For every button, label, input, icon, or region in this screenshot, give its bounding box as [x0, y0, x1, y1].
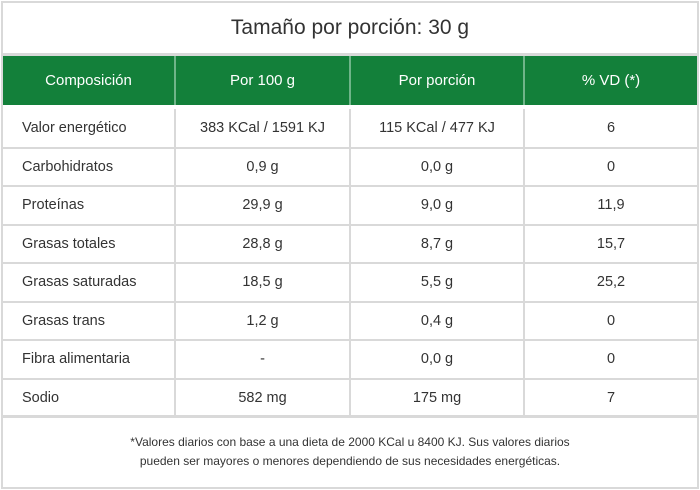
per-100g-value: -: [175, 340, 351, 380]
nutrient-name: Grasas totales: [3, 224, 176, 264]
table-row: Grasas trans 1,2 g 0,4 g 0: [3, 301, 697, 341]
header-daily-value: % VD (*): [581, 72, 641, 89]
nutrient-name: Carbohidratos: [3, 147, 176, 187]
nutrition-table: Composición Por 100 g Por porción % VD (…: [3, 56, 697, 418]
per-serving-value: 5,5 g: [350, 263, 525, 303]
table-row: Grasas totales 28,8 g 8,7 g 15,7: [3, 224, 697, 264]
header-composition: Composición: [3, 56, 176, 105]
daily-value-percent: 25,2: [524, 263, 697, 303]
table-row: Proteínas 29,9 g 9,0 g 11,9: [3, 186, 697, 226]
per-100g-value: 18,5 g: [175, 263, 351, 303]
table-row: Grasas saturadas 18,5 g 5,5 g 25,2: [3, 263, 697, 303]
footnote-line: pueden ser mayores o menores dependiendo…: [139, 454, 561, 468]
daily-value-percent: 0: [524, 340, 697, 380]
per-serving-value: 8,7 g: [350, 224, 525, 264]
daily-value-percent: 11,9: [524, 186, 697, 226]
table-row: Valor energético 383 KCal / 1591 KJ 115 …: [3, 109, 697, 149]
per-serving-value: 0,0 g: [350, 340, 525, 380]
nutrient-name: Grasas saturadas: [3, 263, 176, 303]
daily-values-footnote: *Valores diarios con base a una dieta de…: [3, 415, 697, 487]
per-serving-value: 115 KCal / 477 KJ: [350, 109, 525, 149]
daily-value-percent: 15,7: [524, 224, 697, 264]
per-serving-value: 175 mg: [350, 378, 525, 418]
per-100g-value: 28,8 g: [175, 224, 351, 264]
table-header-row: Composición Por 100 g Por porción % VD (…: [3, 56, 697, 105]
per-100g-value: 383 KCal / 1591 KJ: [175, 109, 351, 149]
header-per-100g: Por 100 g: [175, 56, 351, 105]
per-100g-value: 1,2 g: [175, 301, 351, 341]
header-per-serving: Por porción: [350, 56, 525, 105]
nutrient-name: Proteínas: [3, 186, 176, 226]
table-row: Sodio 582 mg 175 mg 7: [3, 378, 697, 418]
table-row: Carbohidratos 0,9 g 0,0 g 0: [3, 147, 697, 187]
serving-size-title: Tamaño por porción: 30 g: [3, 3, 697, 56]
table-row: Fibra alimentaria - 0,0 g 0: [3, 340, 697, 380]
per-100g-value: 29,9 g: [175, 186, 351, 226]
nutrient-name: Grasas trans: [3, 301, 176, 341]
daily-value-percent: 0: [524, 147, 697, 187]
per-100g-value: 582 mg: [175, 378, 351, 418]
per-100g-value: 0,9 g: [175, 147, 351, 187]
nutrient-name: Sodio: [3, 378, 176, 418]
daily-value-percent: 6: [524, 109, 697, 149]
daily-value-percent: 7: [524, 378, 697, 418]
daily-value-percent: 0: [524, 301, 697, 341]
nutrient-name: Fibra alimentaria: [3, 340, 176, 380]
nutrient-name: Valor energético: [3, 109, 176, 149]
per-serving-value: 0,0 g: [350, 147, 525, 187]
per-serving-value: 9,0 g: [350, 186, 525, 226]
per-serving-value: 0,4 g: [350, 301, 525, 341]
footnote-line: *Valores diarios con base a una dieta de…: [130, 435, 570, 449]
